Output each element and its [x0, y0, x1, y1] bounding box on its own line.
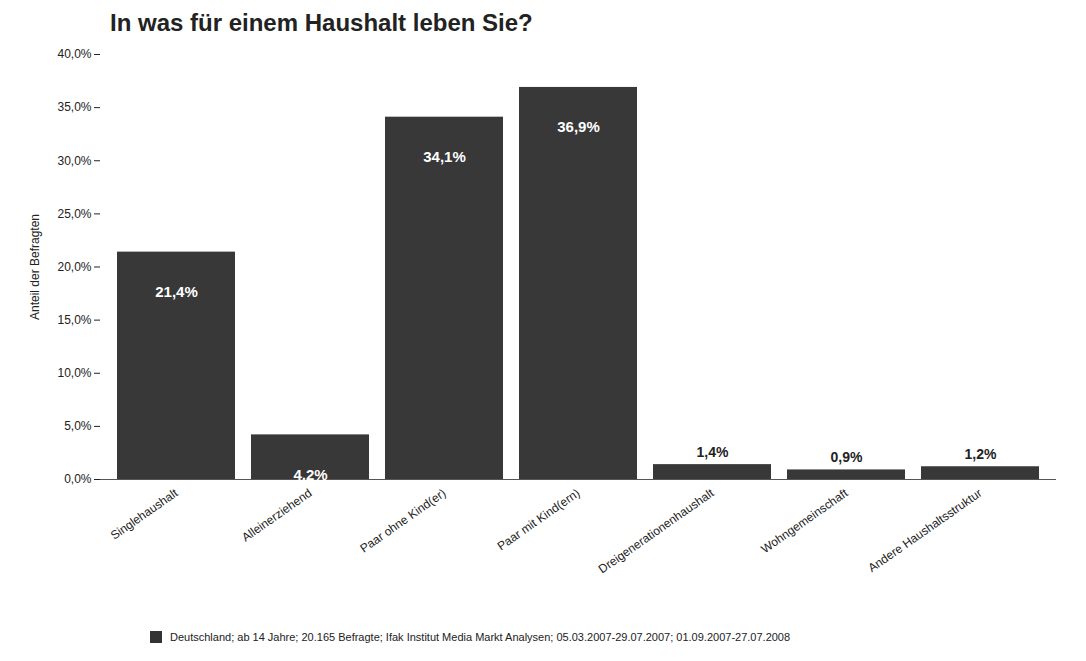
svg-text:5,0%: 5,0%: [64, 419, 92, 433]
svg-text:40,0%: 40,0%: [57, 47, 91, 61]
html-text:In was für einem Haushalt lebe: In was für einem Haushalt leben Sie?: [110, 9, 533, 36]
svg-text:Alleinerziehend: Alleinerziehend: [239, 486, 314, 545]
svg-text:20,0%: 20,0%: [57, 260, 91, 274]
svg-text:Anteil der Befragten: Anteil der Befragten: [28, 214, 42, 320]
svg-text:Singlehaushalt: Singlehaushalt: [108, 486, 181, 543]
svg-text:1,4%: 1,4%: [697, 444, 729, 460]
svg-text:10,0%: 10,0%: [57, 366, 91, 380]
svg-text:4,2%: 4,2%: [293, 466, 327, 483]
svg-text:25,0%: 25,0%: [57, 207, 91, 221]
svg-text:36,9%: 36,9%: [557, 118, 600, 135]
svg-text:0,9%: 0,9%: [831, 449, 863, 465]
svg-text:Paar mit Kind(ern): Paar mit Kind(ern): [495, 486, 583, 553]
svg-text:15,0%: 15,0%: [57, 313, 91, 327]
svg-text:Andere Haushaltsstruktur: Andere Haushaltsstruktur: [865, 486, 984, 575]
svg-text:Dreigenerationenhaushalt: Dreigenerationenhaushalt: [596, 486, 717, 577]
svg-text:34,1%: 34,1%: [423, 148, 466, 165]
svg-text:30,0%: 30,0%: [57, 154, 91, 168]
svg-text:35,0%: 35,0%: [57, 100, 91, 114]
html-text:Deutschland; ab 14 Jahre; 20.1: Deutschland; ab 14 Jahre; 20.165 Befragt…: [170, 631, 791, 643]
svg-text:21,4%: 21,4%: [155, 283, 198, 300]
svg-text:0,0%: 0,0%: [64, 472, 92, 486]
svg-text:1,2%: 1,2%: [965, 446, 997, 462]
svg-text:Paar ohne Kind(er): Paar ohne Kind(er): [357, 486, 448, 556]
svg-text:Wohngemeinschaft: Wohngemeinschaft: [758, 486, 851, 557]
